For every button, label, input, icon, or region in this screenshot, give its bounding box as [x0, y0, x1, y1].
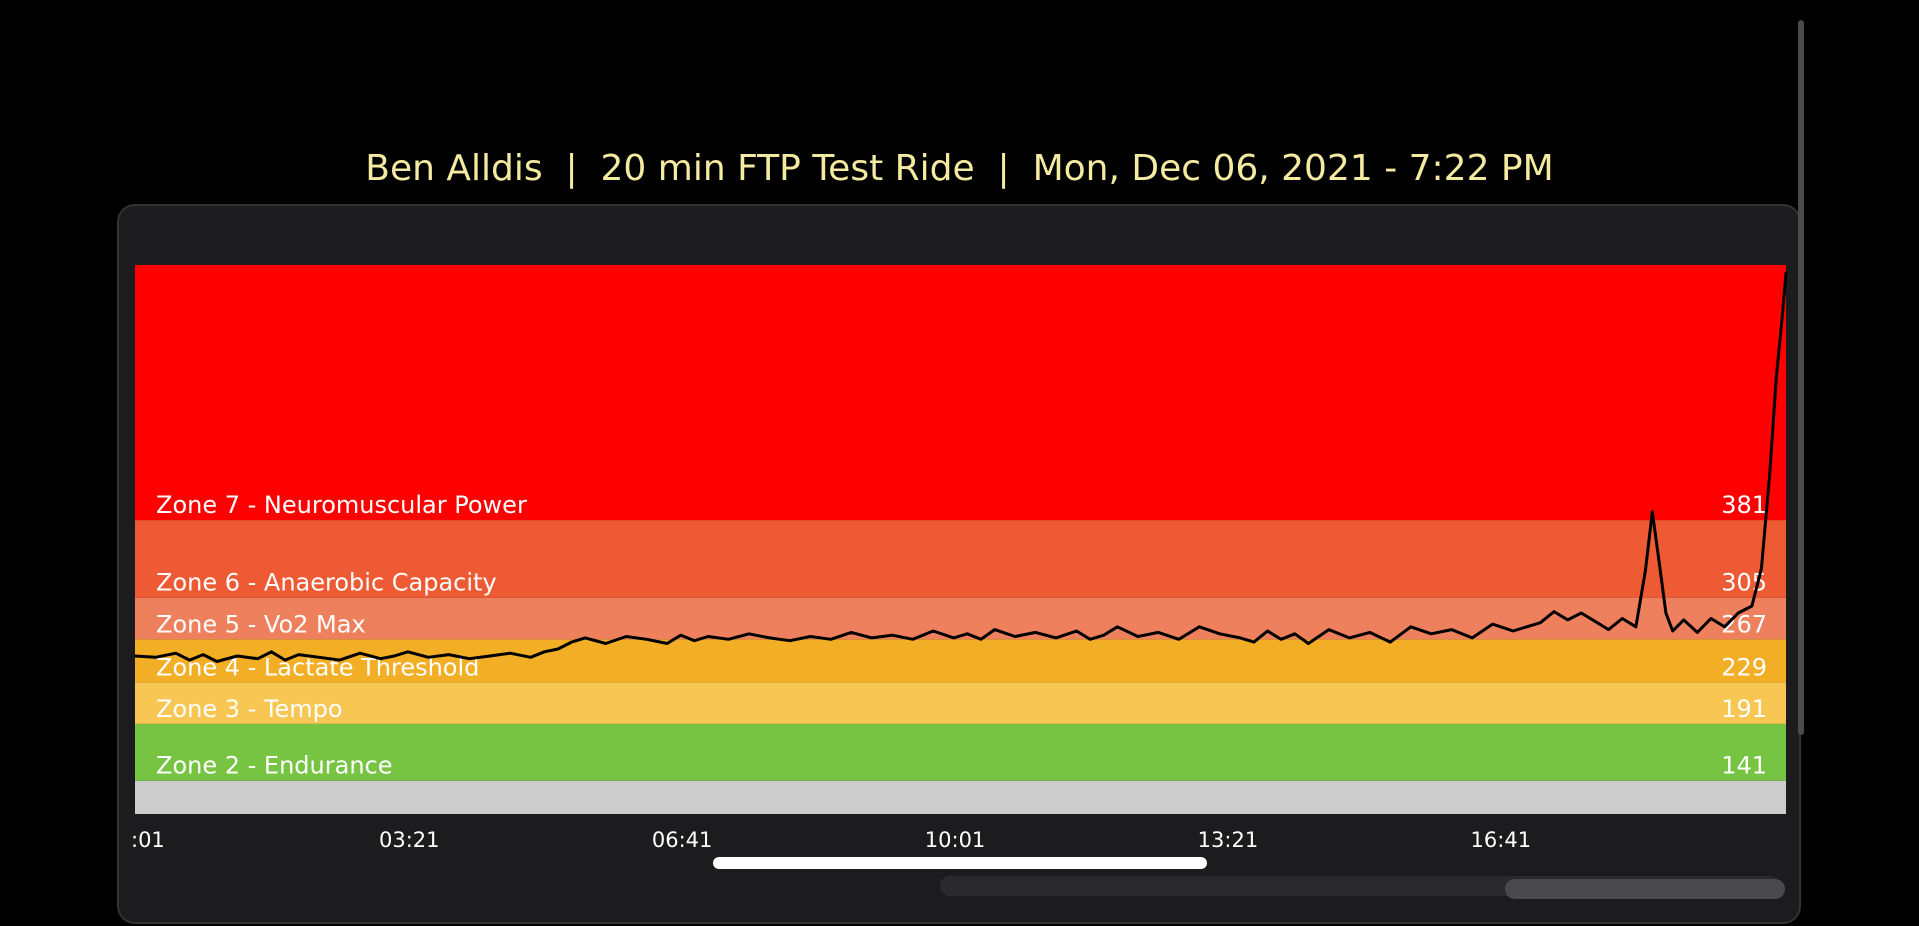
x-axis: :01 03:21 06:41 10:01 13:21 16:41 — [131, 828, 1531, 852]
zone-label-6: Zone 7 - Neuromuscular Power — [156, 491, 527, 519]
zone-label-1: Zone 2 - Endurance — [156, 752, 392, 780]
chart-card: Zone 2 - Endurance 141 Zone 3 - Tempo 191 Zo… — [117, 204, 1801, 924]
zone-value-2: 191 — [1721, 695, 1767, 723]
power-line-layer — [133, 271, 1788, 663]
power-line-0 — [133, 271, 1788, 663]
zone-label-5: Zone 6 - Anaerobic Capacity — [156, 569, 497, 597]
zone-label-4: Zone 5 - Vo2 Max — [156, 610, 366, 638]
zone-band-6 — [135, 265, 1786, 521]
x-tick-label-1: 03:21 — [379, 828, 440, 852]
zone-value-1: 141 — [1721, 752, 1767, 780]
power-zone-chart[interactable]: Zone 2 - Endurance 141 Zone 3 - Tempo 191 Zo… — [119, 206, 1803, 926]
x-tick-label-4: 13:21 — [1198, 828, 1259, 852]
zones-layer — [135, 265, 1786, 814]
zone-value-6: 381 — [1721, 491, 1767, 519]
x-tick-label-2: 06:41 — [652, 828, 713, 852]
zone-band-1 — [135, 723, 1786, 781]
home-indicator[interactable] — [713, 857, 1207, 869]
vertical-scrollbar[interactable] — [1798, 20, 1804, 735]
chart-title: Ben Alldis | 20 min FTP Test Ride | Mon,… — [365, 148, 1554, 189]
bottom-panel-tab[interactable] — [1505, 879, 1785, 899]
zone-band-3 — [135, 639, 1786, 683]
x-tick-label-3: 10:01 — [925, 828, 986, 852]
zone-band-0 — [135, 780, 1786, 814]
zone-value-3: 229 — [1721, 653, 1767, 681]
zone-label-2: Zone 3 - Tempo — [156, 695, 343, 723]
zone-band-2 — [135, 682, 1786, 724]
x-tick-label-0: :01 — [131, 828, 165, 852]
x-tick-label-5: 16:41 — [1471, 828, 1532, 852]
zone-band-4 — [135, 597, 1786, 640]
zone-labels-layer: Zone 2 - Endurance 141 Zone 3 - Tempo 191 Zo… — [156, 491, 1767, 780]
zone-band-5 — [135, 520, 1786, 598]
